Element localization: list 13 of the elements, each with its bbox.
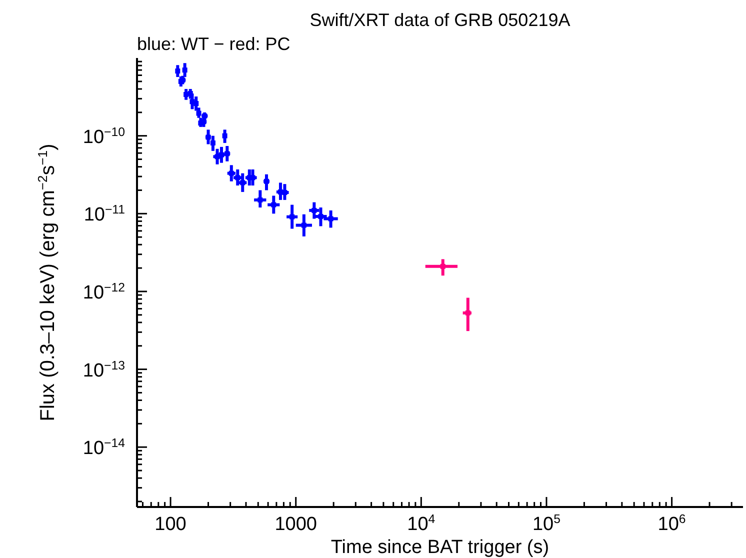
x-tick-label: 10$^{5}$	[532, 512, 561, 535]
y-tick-label: 10$^{−10}$	[82, 124, 126, 148]
y-tick-label: 10$^{−12}$	[82, 280, 126, 304]
y-tick-label: 10$^{−11}$	[84, 202, 126, 226]
x-tick-label: 10$^{4}$	[407, 512, 436, 535]
x-axis-title: Time since BAT trigger (s)	[330, 537, 550, 558]
y-tick-label: 10$^{−13}$	[82, 358, 126, 382]
chart-subtitle: blue: WT − red: PC	[137, 34, 290, 54]
y-tick-label: 10$^{−14}$	[82, 436, 126, 460]
x-tick-label: 1000	[274, 514, 317, 535]
x-tick-label: 100	[154, 514, 186, 535]
x-tick-label: 10$^{6}$	[658, 512, 686, 535]
chart-title: Swift/XRT data of GRB 050219A	[310, 10, 570, 30]
